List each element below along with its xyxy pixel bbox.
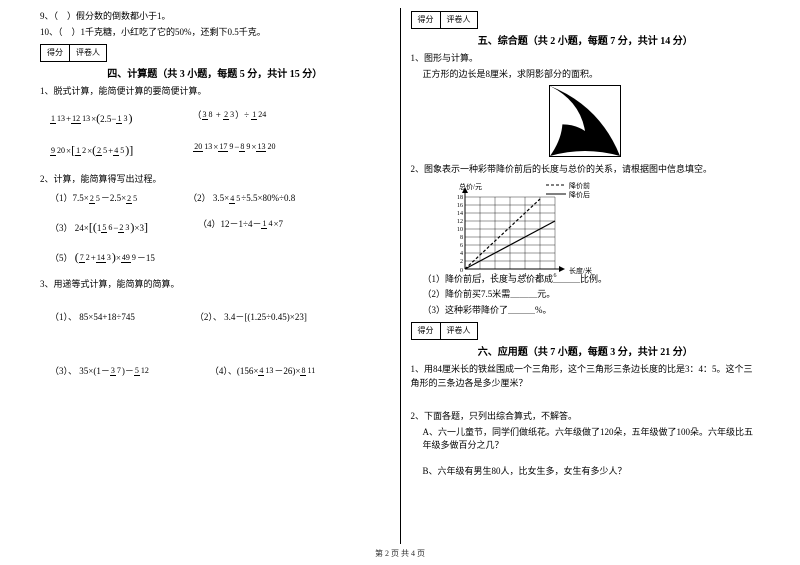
sec4-q3-row2: （3）、 35×(1－37)－512 （4）、(156×413－26)×811 (50, 365, 390, 379)
svg-text:3: 3 (508, 273, 511, 279)
expr-2-1: （1）7.5×25－2.5×25 (50, 192, 138, 206)
expr-2-3: （3） 24×[(156−23)×3] (50, 218, 148, 236)
svg-text:10: 10 (457, 227, 463, 233)
expr-2-5: （5） (72+143)×499－15 (50, 248, 155, 266)
price-chart: 降价前 降价后 总价/元 (441, 181, 571, 271)
expr-1c: 920×[12×(25+45)] (50, 141, 133, 159)
svg-text:6: 6 (553, 273, 556, 279)
sec4-q3-row1: （1）、 85×54+18÷745 （2）、 3.4－[(1.25÷0.45)×… (50, 311, 390, 325)
sec4-q2: 2、计算，能简算得写出过程。 (40, 173, 390, 187)
sec6-q2: 2、下面各题，只列出综合算式，不解答。 (411, 410, 761, 424)
svg-text:18: 18 (457, 195, 463, 201)
grader-cell: 评卷人 (70, 45, 106, 61)
sec6-q1: 1、用84厘米长的铁丝围成一个三角形，这个三角形三条边长度的比是3：4：5。这个… (411, 363, 761, 390)
question-9: 9、（ ）假分数的倒数都小于1。 (40, 10, 390, 24)
expr-3-2: （2）、 3.4－[(1.25÷0.45)×23] (195, 311, 307, 325)
expr-1b: （38 + 23）÷ 124 (192, 109, 267, 127)
expr-2-4: （4）12－1÷4－14×7 (198, 218, 283, 236)
expr-3-4: （4）、(156×413－26)×811 (210, 365, 316, 379)
square-svg (550, 86, 620, 156)
svg-text:14: 14 (457, 211, 463, 217)
svg-text:4: 4 (523, 273, 526, 279)
legend2: 降价后 (569, 190, 590, 199)
sec5-q2: 2、图象表示一种彩带降价前后的长度与总价的关系，请根据图中信息填空。 (411, 163, 761, 177)
sec4-q2-row2: （3） 24×[(156−23)×3] （4）12－1÷4－14×7 (50, 218, 390, 236)
sec4-q1: 1、脱式计算，能简便计算的要简便计算。 (40, 85, 390, 99)
grader-cell: 评卷人 (441, 323, 477, 339)
score-cell: 得分 (412, 323, 441, 339)
sec6-q2b: B、六年级有男生80人，比女生多，女生有多少人？ (411, 465, 761, 479)
score-box-sec6: 得分 评卷人 (411, 322, 478, 340)
sec4-q3: 3、用递等式计算，能简算的简算。 (40, 278, 390, 292)
expr-3-1: （1）、 85×54+18÷745 (50, 311, 135, 325)
sec5-q1a: 正方形的边长是8厘米，求阴影部分的面积。 (411, 68, 761, 82)
page-footer: 第 2 页 共 4 页 (0, 548, 800, 561)
page-container: 9、（ ）假分数的倒数都小于1。 10、（ ）1千克糖，小红吃了它的50%，还剩… (0, 0, 800, 548)
score-box-sec5: 得分 评卷人 (411, 11, 478, 29)
svg-text:12: 12 (457, 219, 463, 225)
svg-text:2: 2 (460, 259, 463, 265)
svg-text:4: 4 (460, 251, 463, 257)
left-column: 9、（ ）假分数的倒数都小于1。 10、（ ）1千克糖，小红吃了它的50%，还剩… (40, 8, 400, 544)
expr-1d: 2013×179−89×1320 (193, 141, 276, 159)
sec4-q1-row1: 113+1213×(2.5−13) （38 + 23）÷ 124 (50, 109, 390, 127)
sec6-q2a: A、六一儿童节，同学们做纸花。六年级做了120朵，五年级做了100朵。六年级比五… (411, 426, 761, 453)
sec5-blank3: （3）这种彩带降价了＿＿＿%。 (411, 304, 761, 318)
expr-3-3: （3）、 35×(1－37)－512 (50, 365, 150, 379)
svg-text:0: 0 (460, 268, 463, 274)
right-column: 得分 评卷人 五、综合题（共 2 小题，每题 7 分，共计 14 分） 1、图形… (400, 8, 761, 544)
section6-title: 六、应用题（共 7 小题，每题 3 分，共计 21 分） (411, 345, 761, 360)
expr-2-2: （2） 3.5×45÷5.5×80%÷0.8 (188, 192, 295, 206)
section5-title: 五、综合题（共 2 小题，每题 7 分，共计 14 分） (411, 34, 761, 49)
svg-text:1: 1 (478, 273, 481, 279)
sec4-q1-row2: 920×[12×(25+45)] 2013×179−89×1320 (50, 141, 390, 159)
xlabel: 长度/米 (569, 266, 592, 275)
chart-svg: 降价前 降价后 总价/元 (441, 181, 611, 281)
sec4-q2-row1: （1）7.5×25－2.5×25 （2） 3.5×45÷5.5×80%÷0.8 (50, 192, 390, 206)
sec5-blank2: （2）降价前买7.5米需＿＿＿元。 (411, 288, 761, 302)
sec4-q2-row3: （5） (72+143)×499－15 (50, 248, 390, 266)
legend1: 降价前 (569, 181, 590, 190)
svg-text:8: 8 (460, 235, 463, 241)
svg-text:5: 5 (538, 273, 541, 279)
svg-text:16: 16 (457, 203, 463, 209)
sec5-q1: 1、图形与计算。 (411, 52, 761, 66)
svg-text:2: 2 (493, 273, 496, 279)
score-cell: 得分 (41, 45, 70, 61)
score-cell: 得分 (412, 12, 441, 28)
svg-text:6: 6 (460, 243, 463, 249)
score-box-sec4: 得分 评卷人 (40, 44, 107, 62)
question-10: 10、（ ）1千克糖，小红吃了它的50%，还剩下0.5千克。 (40, 26, 390, 40)
section4-title: 四、计算题（共 3 小题，每题 5 分，共计 15 分） (40, 67, 390, 82)
expr-1a: 113+1213×(2.5−13) (50, 109, 132, 127)
square-figure (549, 85, 621, 157)
grader-cell: 评卷人 (441, 12, 477, 28)
ylabel: 总价/元 (459, 182, 482, 191)
